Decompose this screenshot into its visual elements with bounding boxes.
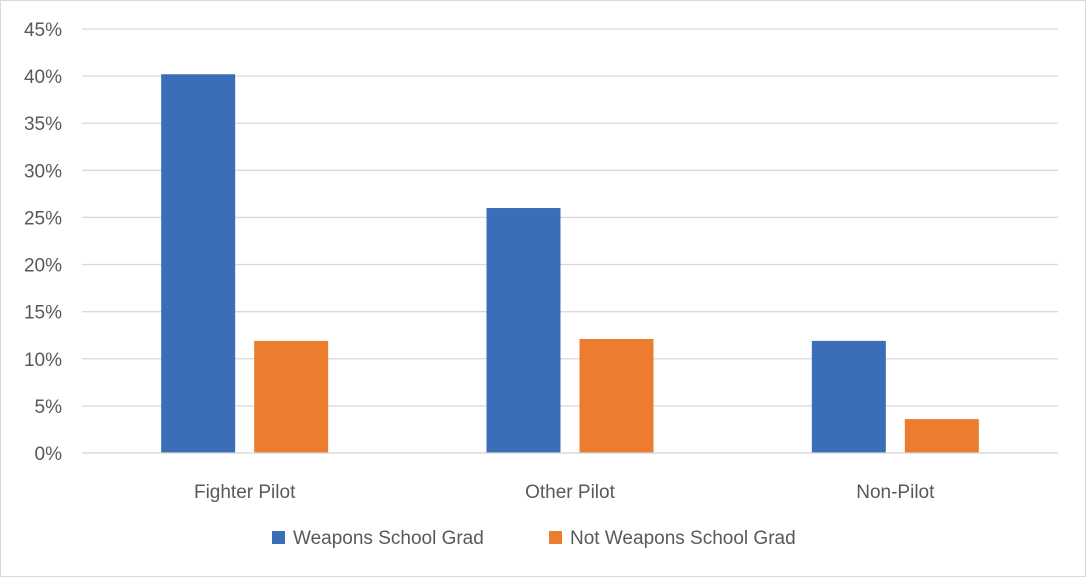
bars [82,74,1058,454]
x-axis-category-labels: Fighter Pilot Other Pilot Non-Pilot [194,482,935,503]
x-category-label: Other Pilot [525,482,615,503]
y-tick-label: 45% [24,20,62,41]
y-tick-label: 10% [24,350,62,371]
y-tick-label: 25% [24,208,62,229]
y-tick-label: 15% [24,303,62,324]
legend-label: Weapons School Grad [293,528,484,549]
y-tick-label: 40% [24,67,62,88]
bar-not-weapons-school-grad-fighter-pilot [254,340,329,453]
x-category-label: Non-Pilot [856,482,935,503]
bar-weapons-school-grad-other-pilot [486,208,561,453]
bar-weapons-school-grad-fighter-pilot [161,74,236,453]
y-tick-label: 35% [24,114,62,135]
y-tick-label: 0% [35,444,63,465]
y-tick-label: 30% [24,161,62,182]
legend-swatch [549,531,562,544]
legend-label: Not Weapons School Grad [570,528,796,549]
y-axis-tick-labels: 0% 5% 10% 15% 20% 25% 30% 35% 40% 45% [24,20,62,465]
y-tick-label: 20% [24,256,62,277]
legend-swatch [272,531,285,544]
y-tick-label: 5% [35,397,63,418]
bar-weapons-school-grad-non-pilot [811,340,886,453]
bar-not-weapons-school-grad-other-pilot [579,338,654,453]
legend: Weapons School Grad Not Weapons School Gr… [272,528,796,549]
bar-not-weapons-school-grad-non-pilot [904,419,979,453]
x-category-label: Fighter Pilot [194,482,296,503]
